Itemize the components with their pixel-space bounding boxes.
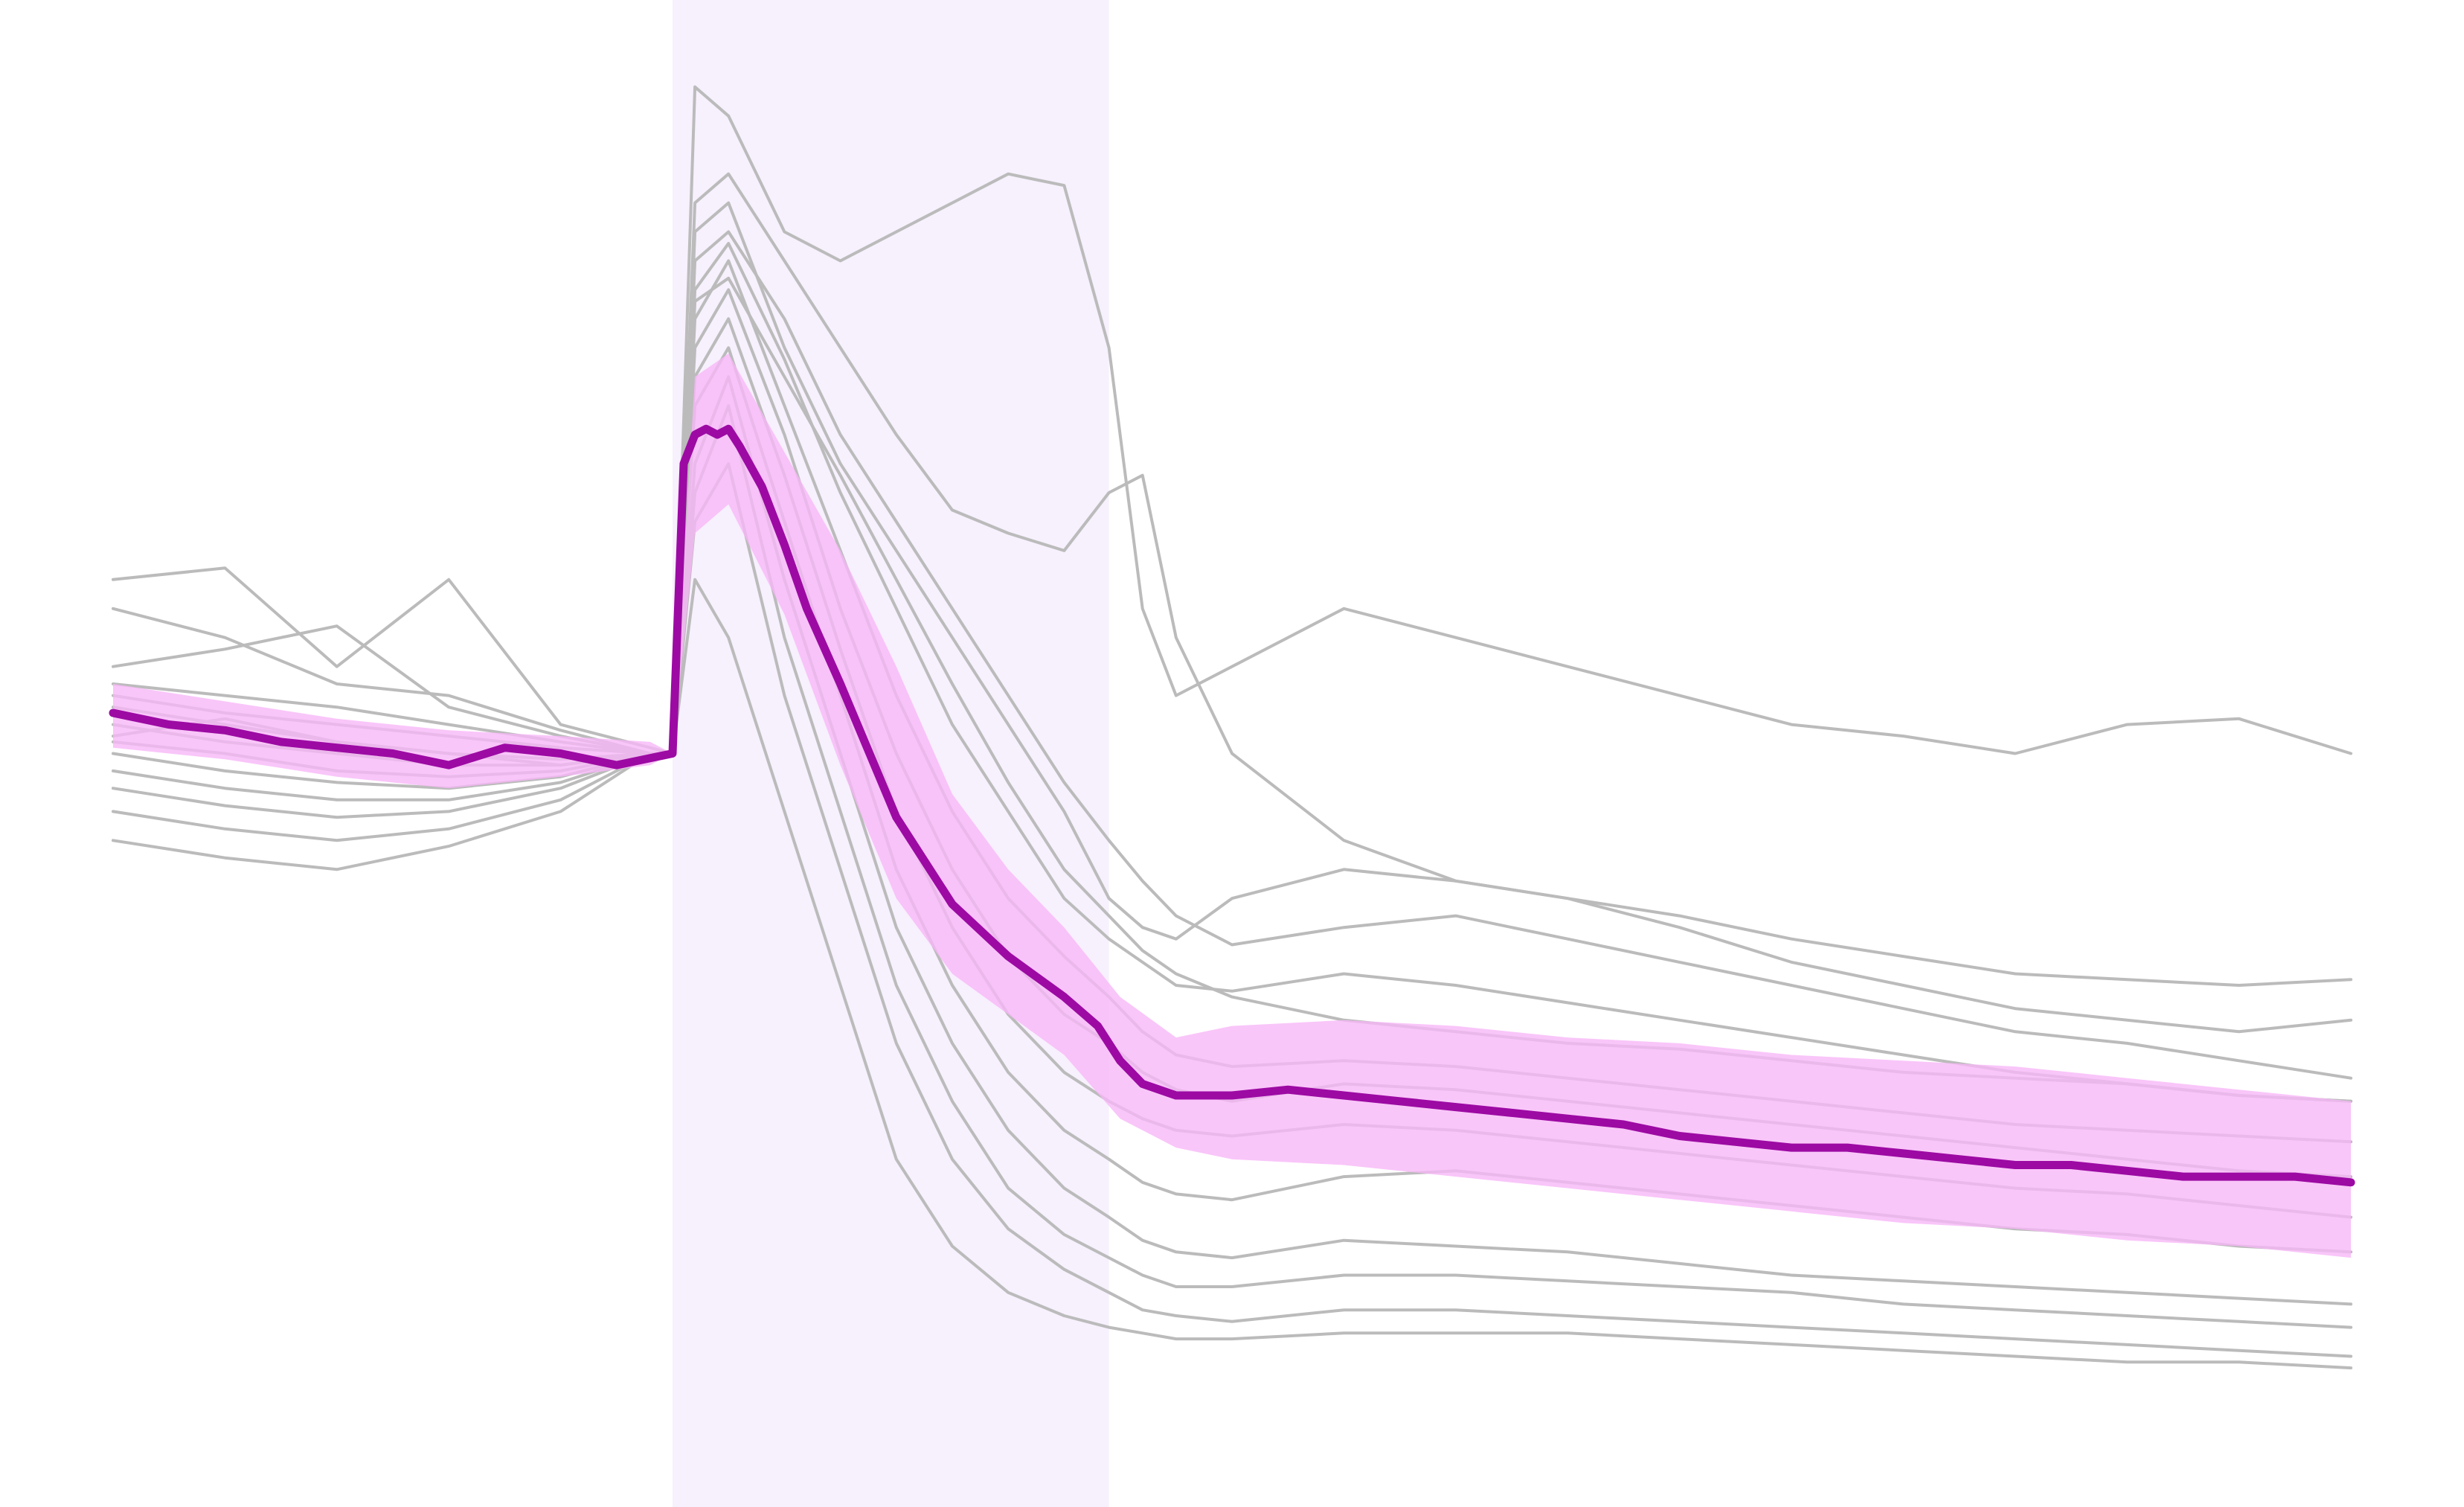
mean-line bbox=[109, 424, 2355, 1187]
mean-line-layer bbox=[109, 424, 2355, 1187]
individual-trace-13 bbox=[112, 577, 2352, 1370]
